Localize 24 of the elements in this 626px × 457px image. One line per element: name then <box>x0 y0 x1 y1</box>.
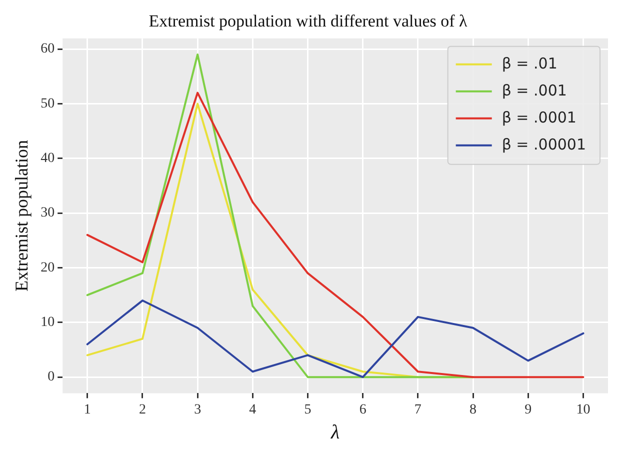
x-tick-label: 2 <box>138 402 146 418</box>
legend-label: β = .00001 <box>502 135 586 154</box>
y-tick-label: 10 <box>40 315 55 330</box>
x-tick-label: 5 <box>304 402 312 418</box>
y-axis-title: Extremist population <box>12 140 32 292</box>
y-tick-label: 60 <box>40 42 55 57</box>
x-tick-label: 6 <box>359 402 366 418</box>
x-tick-label: 7 <box>414 402 422 418</box>
y-tick-label: 40 <box>40 151 55 166</box>
legend-label: β = .0001 <box>502 108 576 126</box>
y-tick-label: 30 <box>40 206 55 221</box>
x-tick-label: 1 <box>84 402 91 418</box>
x-tick-label: 8 <box>470 402 477 418</box>
chart-title: Extremist population with different values of λ <box>148 12 468 31</box>
x-tick-label: 4 <box>249 402 256 418</box>
legend-label: β = .01 <box>502 54 558 72</box>
y-tick-label: 0 <box>48 370 55 385</box>
x-tick-label: 9 <box>524 402 532 418</box>
legend-label: β = .001 <box>502 81 567 100</box>
y-tick-label: 50 <box>40 96 55 112</box>
y-tick-label: 20 <box>40 260 55 276</box>
x-axis-title: λ <box>330 421 340 444</box>
x-tick-label: 10 <box>576 402 590 418</box>
x-tick-label: 3 <box>194 402 202 418</box>
